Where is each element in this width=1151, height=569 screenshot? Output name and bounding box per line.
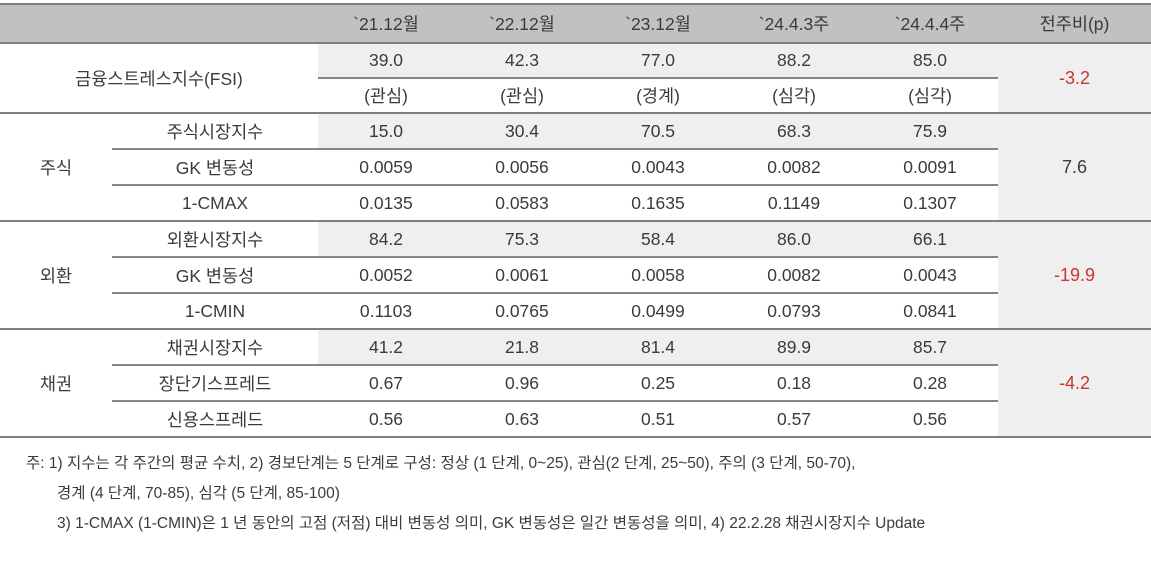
metric-label: 1-CMAX <box>181 192 249 213</box>
table-row: 주식 주식시장지수 15.0 30.4 70.5 68.3 75.9 7.6 <box>0 112 1151 221</box>
value-cell: 84.2 <box>318 220 454 258</box>
wow-value: 7.6 <box>998 112 1151 221</box>
value-cell: 0.0061 <box>454 257 590 294</box>
fsi-wow-value: -3.2 <box>998 43 1151 113</box>
table-row: 1-CMIN 0.1103 0.0765 0.0499 0.0793 0.0841 <box>0 293 1151 329</box>
value-cell: 0.1103 <box>359 300 413 321</box>
value-cell: 0.18 <box>726 365 862 402</box>
fsi-level-cell: (관심) <box>364 86 408 106</box>
fsi-level-cell: (경계) <box>636 86 680 106</box>
value-cell: 0.96 <box>454 365 590 402</box>
value-cell: 0.0059 <box>318 149 454 186</box>
fsi-level-cell: (관심) <box>500 86 544 106</box>
fsi-value-cell: 77.0 <box>590 43 726 79</box>
metric-label: 채권시장지수 <box>112 328 318 366</box>
value-cell: 0.0765 <box>495 300 549 321</box>
value-cell: 75.3 <box>454 220 590 258</box>
table-row: GK 변동성 0.0052 0.0061 0.0058 0.0082 0.0043 <box>0 257 1151 294</box>
col-header-wow: 전주비(p) <box>998 3 1151 44</box>
value-cell: 0.0043 <box>590 149 726 186</box>
value-cell: 0.0841 <box>903 300 957 321</box>
fsi-value-cell: 88.2 <box>726 43 862 79</box>
fsi-value-cell: 85.0 <box>862 43 998 79</box>
value-cell: 0.67 <box>318 365 454 402</box>
table-row: 채권 채권시장지수 41.2 21.8 81.4 89.9 85.7 -4.2 <box>0 328 1151 437</box>
metric-label: GK 변동성 <box>112 149 318 186</box>
wow-value: -4.2 <box>998 328 1151 437</box>
fsi-value-cell: 39.0 <box>318 43 454 79</box>
value-cell: 0.0058 <box>590 257 726 294</box>
value-cell: 30.4 <box>454 112 590 150</box>
value-cell: 81.4 <box>590 328 726 366</box>
value-cell: 0.0043 <box>862 257 998 294</box>
table-header-row: `21.12월 `22.12월 `23.12월 `24.4.3주 `24.4.4… <box>0 3 1151 44</box>
value-cell: 86.0 <box>726 220 862 258</box>
value-cell: 0.51 <box>640 408 676 429</box>
col-header: `22.12월 <box>454 3 590 44</box>
value-cell: 0.1635 <box>631 192 685 213</box>
value-cell: 0.1307 <box>903 192 957 213</box>
value-cell: 70.5 <box>590 112 726 150</box>
table-row: 장단기스프레드 0.67 0.96 0.25 0.18 0.28 <box>0 365 1151 402</box>
table-row: 외환 외환시장지수 84.2 75.3 58.4 86.0 66.1 -19.9 <box>0 220 1151 329</box>
metric-label: 1-CMIN <box>184 300 246 321</box>
value-cell: 21.8 <box>454 328 590 366</box>
metric-label: GK 변동성 <box>112 257 318 294</box>
footnotes: 주: 1) 지수는 각 주간의 평균 수치, 2) 경보단계는 5 단계로 구성… <box>0 449 1151 539</box>
metric-label: 외환시장지수 <box>112 220 318 258</box>
value-cell: 68.3 <box>726 112 862 150</box>
value-cell: 75.9 <box>862 112 998 150</box>
value-cell: 0.28 <box>862 365 998 402</box>
value-cell: 0.57 <box>776 408 812 429</box>
wow-value: -19.9 <box>998 220 1151 329</box>
value-cell: 66.1 <box>862 220 998 258</box>
value-cell: 41.2 <box>318 328 454 366</box>
value-cell: 58.4 <box>590 220 726 258</box>
fsi-value-row: 금융스트레스지수(FSI) 39.0 42.3 77.0 88.2 85.0 -3.2 <box>0 43 1151 113</box>
fsi-table: `21.12월 `22.12월 `23.12월 `24.4.3주 `24.4.4… <box>0 3 1151 438</box>
report-page: `21.12월 `22.12월 `23.12월 `24.4.3주 `24.4.4… <box>0 3 1151 539</box>
fsi-level-row: (관심) (관심) (경계) (심각) (심각) <box>0 78 1151 113</box>
value-cell: 0.0052 <box>318 257 454 294</box>
fsi-level-cell: (심각) <box>908 86 952 106</box>
col-header: `24.4.4주 <box>862 3 998 44</box>
value-cell: 0.56 <box>912 408 948 429</box>
value-cell: 0.0082 <box>726 257 862 294</box>
value-cell: 0.0091 <box>862 149 998 186</box>
value-cell: 0.0082 <box>726 149 862 186</box>
footnote-line: 경계 (4 단계, 70-85), 심각 (5 단계, 85-100) <box>57 485 340 502</box>
group-label: 주식 <box>0 112 112 221</box>
value-cell: 15.0 <box>318 112 454 150</box>
value-cell: 0.0583 <box>495 192 549 213</box>
value-cell: 0.0135 <box>359 192 413 213</box>
value-cell: 0.0793 <box>767 300 821 321</box>
table-row: 1-CMAX 0.0135 0.0583 0.1635 0.1149 0.1307 <box>0 185 1151 221</box>
value-cell: 0.0499 <box>631 300 685 321</box>
group-label: 외환 <box>0 220 112 329</box>
value-cell: 85.7 <box>862 328 998 366</box>
group-label: 채권 <box>0 328 112 437</box>
col-header: `23.12월 <box>590 3 726 44</box>
value-cell: 0.1149 <box>767 192 821 213</box>
metric-label: 장단기스프레드 <box>112 365 318 402</box>
col-header: `21.12월 <box>318 3 454 44</box>
value-cell: 89.9 <box>726 328 862 366</box>
fsi-label: 금융스트레스지수(FSI) <box>75 68 243 89</box>
value-cell: 0.25 <box>590 365 726 402</box>
col-header: `24.4.3주 <box>726 3 862 44</box>
table-row: 신용스프레드 0.56 0.63 0.51 0.57 0.56 <box>0 401 1151 437</box>
footnote-line: 주: 1) 지수는 각 주간의 평균 수치, 2) 경보단계는 5 단계로 구성… <box>26 455 856 472</box>
table-row: GK 변동성 0.0059 0.0056 0.0043 0.0082 0.0091 <box>0 149 1151 186</box>
value-cell: 0.63 <box>504 408 540 429</box>
value-cell: 0.56 <box>368 408 404 429</box>
value-cell: 0.0056 <box>454 149 590 186</box>
footnote-line: 3) 1-CMAX (1-CMIN)은 1 년 동안의 고점 (저점) 대비 변… <box>57 515 926 532</box>
metric-label: 주식시장지수 <box>112 112 318 150</box>
fsi-value-cell: 42.3 <box>454 43 590 79</box>
metric-label: 신용스프레드 <box>166 409 264 430</box>
header-spacer-cell <box>0 3 318 44</box>
fsi-level-cell: (심각) <box>772 86 816 106</box>
